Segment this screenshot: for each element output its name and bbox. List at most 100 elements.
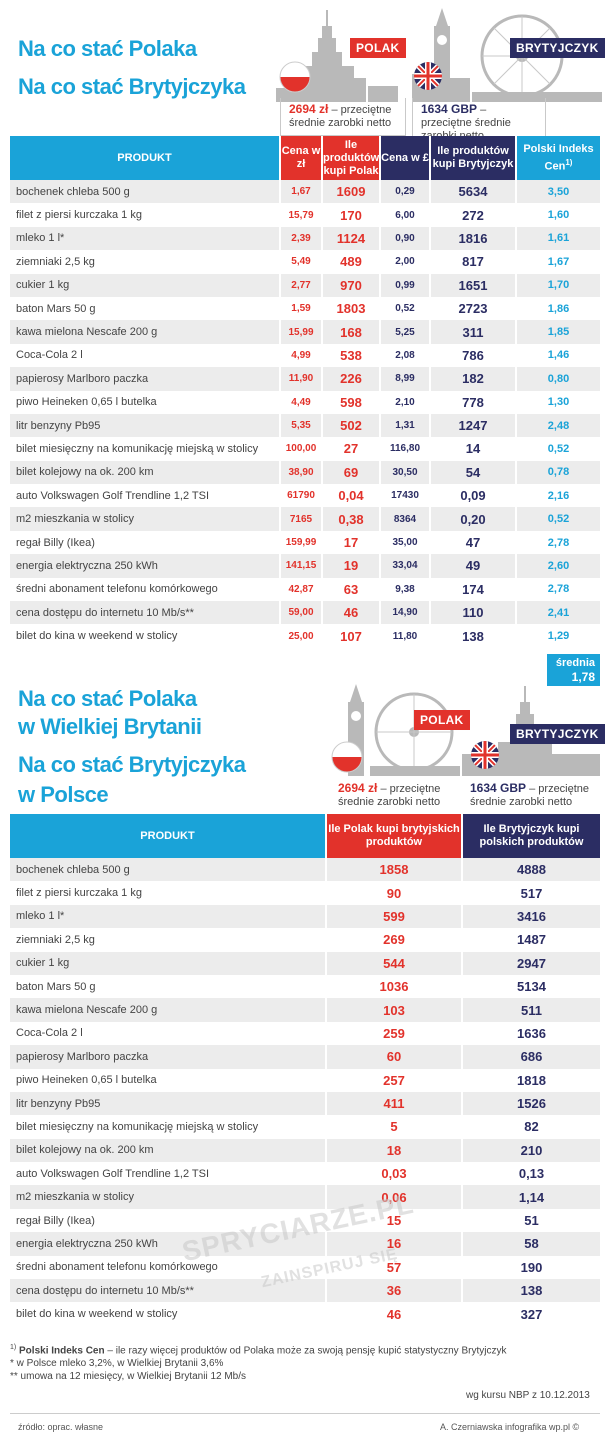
- count-pl: 19: [322, 554, 381, 578]
- index-value: 2,78: [516, 530, 600, 555]
- product-name: średni abonament telefonu komórkowego: [10, 1255, 327, 1280]
- index-value: 2,48: [516, 413, 600, 438]
- product-name: bilet kolejowy na ok. 200 km: [10, 460, 281, 485]
- count-gb: 5634: [430, 180, 517, 204]
- price-gb: 0,90: [380, 226, 431, 251]
- price-gb: 6,00: [380, 203, 431, 227]
- footer-divider: [10, 1413, 600, 1414]
- index-value: 0,52: [516, 437, 600, 461]
- footnote-milk: * w Polsce mleko 3,2%, w Wielkiej Brytan…: [10, 1358, 224, 1370]
- section2-title-line1: Na co stać Polaka: [18, 686, 197, 711]
- product-name: baton Mars 50 g: [10, 296, 281, 321]
- price-pl: 1,67: [280, 180, 323, 204]
- count-gb: 311: [430, 320, 517, 344]
- warsaw-skyline-icon-2: [462, 686, 600, 776]
- pl-buys-value: 1036: [326, 974, 463, 999]
- count-gb: 1247: [430, 413, 517, 438]
- pl-buys-value: 57: [326, 1255, 463, 1280]
- section2-title-line4: w Polsce: [18, 782, 109, 807]
- table-row: litr benzyny Pb95 411 1526: [10, 1091, 600, 1116]
- count-gb: 817: [430, 250, 517, 274]
- table-row: cukier 1 kg 544 2947: [10, 951, 600, 975]
- table-row: piwo Heineken 0,65 l butelka 257 1818: [10, 1068, 600, 1092]
- table-row: regał Billy (Ikea) 15 51: [10, 1208, 600, 1233]
- count-gb: 0,20: [430, 507, 517, 531]
- index-value: 1,70: [516, 273, 600, 297]
- product-name: bochenek chleba 500 g: [10, 858, 327, 882]
- table-row: bilet miesięczny na komunikację miejską …: [10, 437, 600, 461]
- product-name: regał Billy (Ikea): [10, 1208, 327, 1233]
- count-pl: 168: [322, 320, 381, 344]
- count-gb: 47: [430, 530, 517, 555]
- price-pl: 2,39: [280, 226, 323, 251]
- price-pl: 11,90: [280, 367, 323, 391]
- price-gb: 0,99: [380, 273, 431, 297]
- price-pl: 100,00: [280, 437, 323, 461]
- average-index: średnia 1,78: [547, 654, 600, 686]
- product-name: średni abonament telefonu komórkowego: [10, 577, 281, 602]
- product-name: m2 mieszkania w stolicy: [10, 1185, 327, 1209]
- gb-buys-value: 82: [462, 1115, 600, 1139]
- header-product: PRODUKT: [10, 136, 281, 180]
- price-pl: 38,90: [280, 460, 323, 485]
- product-name: auto Volkswagen Golf Trendline 1,2 TSI: [10, 1162, 327, 1186]
- count-pl: 170: [322, 203, 381, 227]
- price-gb: 8364: [380, 507, 431, 531]
- table-row: ziemniaki 2,5 kg 5,49 489 2,00 817 1,67: [10, 250, 600, 274]
- table-row: baton Mars 50 g 1,59 1803 0,52 2723 1,86: [10, 296, 600, 321]
- product-name: litr benzyny Pb95: [10, 1091, 327, 1116]
- table-row: mleko 1 l* 2,39 1124 0,90 1816 1,61: [10, 226, 600, 251]
- gb-buys-value: 2947: [462, 951, 600, 975]
- index-value: 1,30: [516, 390, 600, 414]
- price-gb: 0,52: [380, 296, 431, 321]
- price-gb: 11,80: [380, 624, 431, 648]
- gb-buys-value: 4888: [462, 858, 600, 882]
- count-pl: 970: [322, 273, 381, 297]
- table-row: cena dostępu do internetu 10 Mb/s** 59,00…: [10, 601, 600, 625]
- gb-buys-value: 1636: [462, 1021, 600, 1046]
- pl-buys-value: 36: [326, 1279, 463, 1303]
- product-name: ziemniaki 2,5 kg: [10, 250, 281, 274]
- table-row: Coca-Cola 2 l 259 1636: [10, 1021, 600, 1046]
- pl-buys-value: 46: [326, 1302, 463, 1326]
- pl-buys-value: 1858: [326, 858, 463, 882]
- pl-buys-value: 90: [326, 881, 463, 905]
- price-gb: 17430: [380, 484, 431, 508]
- footnote-index: 1) Polski Indeks Cen – ile razy więcej p…: [10, 1344, 507, 1357]
- count-gb: 54: [430, 460, 517, 485]
- table-row: filet z piersi kurczaka 1 kg 15,79 170 6,00…: [10, 203, 600, 227]
- count-gb: 2723: [430, 296, 517, 321]
- tag-brytyjczyk-2: BRYTYJCZYK: [510, 724, 605, 744]
- gb-buys-value: 517: [462, 881, 600, 905]
- header-product-2: PRODUKT: [10, 814, 327, 858]
- poland-flag-icon-2: [331, 741, 363, 773]
- count-gb: 110: [430, 601, 517, 625]
- table-row: papierosy Marlboro paczka 60 686: [10, 1045, 600, 1069]
- count-pl: 489: [322, 250, 381, 274]
- uk-flag-icon: [414, 62, 442, 90]
- pl-buys-value: 18: [326, 1138, 463, 1163]
- table-row: auto Volkswagen Golf Trendline 1,2 TSI 0,…: [10, 1162, 600, 1186]
- count-gb: 0,09: [430, 484, 517, 508]
- count-pl: 226: [322, 367, 381, 391]
- table-row: bilet do kina w weekend w stolicy 46 327: [10, 1302, 600, 1326]
- footnote-internet: ** umowa na 12 miesięcy, w Wielkiej Bryt…: [10, 1371, 247, 1383]
- count-pl: 63: [322, 577, 381, 602]
- price-pl: 25,00: [280, 624, 323, 648]
- price-gb: 1,31: [380, 413, 431, 438]
- price-pl: 2,77: [280, 273, 323, 297]
- gb-buys-value: 5134: [462, 974, 600, 999]
- table-row: regał Billy (Ikea) 159,99 17 35,00 47 2,78: [10, 530, 600, 555]
- table-row: bilet do kina w weekend w stolicy 25,00 10…: [10, 624, 600, 648]
- uk-flag-icon-2: [471, 741, 499, 769]
- pl-buys-value: 16: [326, 1232, 463, 1256]
- table-row: energia elektryczna 250 kWh 16 58: [10, 1232, 600, 1256]
- gb-buys-value: 3416: [462, 904, 600, 929]
- salary-pl: 2694 zł – przeciętne średnie zarobki net…: [280, 98, 406, 136]
- table-row: średni abonament telefonu komórkowego 57 1…: [10, 1255, 600, 1280]
- gb-buys-value: 511: [462, 998, 600, 1022]
- count-gb: 14: [430, 437, 517, 461]
- cross-purchase-table: PRODUKT Ile Polak kupi brytyjskich produ…: [10, 814, 600, 1326]
- product-name: bilet do kina w weekend w stolicy: [10, 1302, 327, 1326]
- count-pl: 0,38: [322, 507, 381, 531]
